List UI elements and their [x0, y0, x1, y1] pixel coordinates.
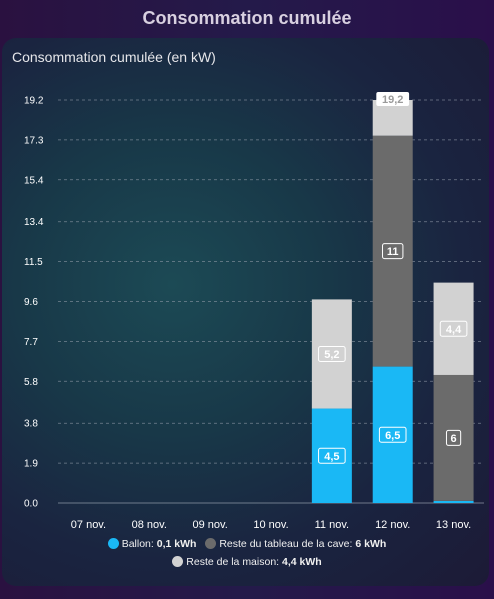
legend-value-reste-tableau-cave: 6 kWh	[355, 538, 387, 550]
data-label: 5,2	[324, 349, 339, 361]
legend-item-ballon[interactable]: Ballon: 0,1 kWh	[107, 538, 197, 550]
legend-dot-reste-maison	[172, 556, 184, 567]
data-label: 6	[451, 433, 457, 445]
data-label-box	[439, 320, 468, 337]
chart-card-title: Consommation cumulée (en kW)	[12, 49, 216, 65]
legend-row-1: Ballon: 0,1 kWh Reste du tableau de la c…	[0, 538, 494, 550]
data-label-box	[318, 345, 346, 362]
y-tick-label: 1.9	[24, 459, 38, 470]
legend-value-ballon: 0,1 kWh	[156, 538, 197, 550]
x-tick-label: 09 nov.	[193, 519, 228, 531]
y-tick-label: 5.8	[24, 377, 38, 388]
data-label: 11	[387, 246, 399, 258]
x-tick-label: 13 nov.	[436, 519, 471, 531]
legend-dot-reste-tableau-cave	[205, 538, 217, 549]
page-title: Consommation cumulée	[142, 8, 352, 28]
x-tick-label: 08 nov.	[132, 519, 167, 531]
data-label-box	[445, 429, 462, 446]
data-label: 6,5	[385, 430, 400, 442]
legend-label-reste-tableau-cave: Reste du tableau de la cave:	[219, 538, 353, 550]
total-label: 19,2	[382, 94, 403, 106]
legend-value-reste-maison: 4,4 kWh	[282, 556, 322, 568]
data-label: 4,5	[324, 451, 339, 463]
bar-segment	[433, 500, 474, 503]
y-tick-label: 13.4	[24, 217, 44, 228]
legend-label-ballon: Ballon:	[121, 538, 154, 550]
legend-item-reste-tableau-cave[interactable]: Reste du tableau de la cave: 6 kWh	[205, 538, 386, 550]
y-tick-label: 7.7	[24, 337, 38, 348]
data-label-box	[378, 426, 407, 443]
data-label-box	[318, 447, 346, 464]
bar-segment	[372, 135, 413, 367]
x-tick-label: 12 nov.	[375, 519, 410, 531]
y-tick-label: 15.4	[24, 175, 44, 186]
y-tick-label: 19.2	[24, 96, 44, 107]
y-tick-label: 3.8	[24, 419, 38, 430]
legend-label-reste-maison: Reste de la maison:	[186, 556, 280, 568]
bar-segment	[433, 374, 474, 501]
x-tick-label: 11 nov.	[315, 519, 349, 531]
legend-dot-ballon	[107, 538, 119, 549]
y-tick-label: 11.5	[24, 257, 43, 268]
legend-row-2: Reste de la maison: 4,4 kWh	[0, 556, 494, 568]
y-tick-label: 17.3	[24, 135, 44, 146]
data-label-box	[382, 243, 404, 260]
y-tick-label: 9.6	[24, 297, 38, 308]
legend-item-reste-maison[interactable]: Reste de la maison: 4,4 kWh	[172, 556, 322, 568]
x-tick-label: 10 nov.	[253, 519, 288, 531]
total-label-box	[376, 92, 410, 106]
x-tick-label: 07 nov.	[71, 519, 106, 531]
y-tick-label: 0.0	[24, 499, 38, 510]
data-label: 4,4	[446, 324, 462, 336]
